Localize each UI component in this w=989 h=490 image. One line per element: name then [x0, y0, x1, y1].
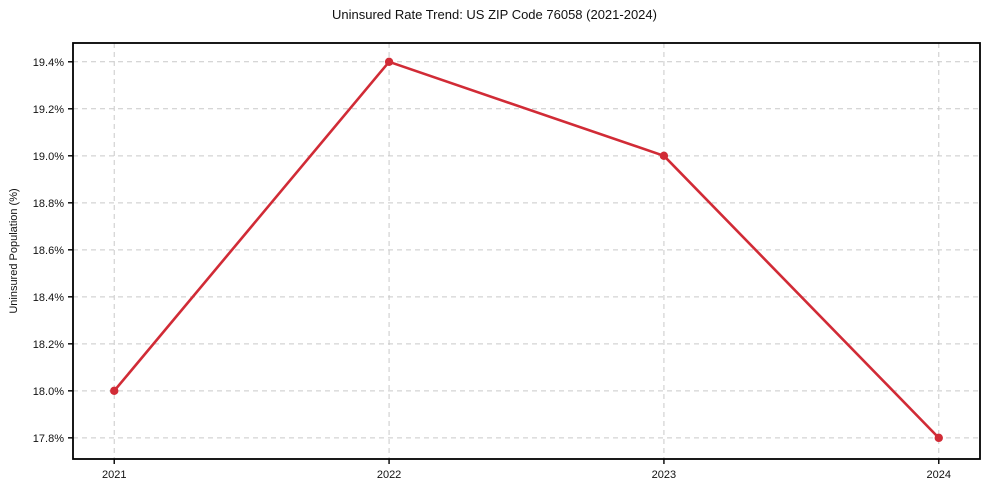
y-tick-label: 17.8% [33, 433, 64, 445]
data-point-marker [110, 386, 119, 396]
x-tick-label: 2021 [102, 469, 126, 481]
y-tick-label: 18.2% [33, 339, 64, 351]
data-point-marker [934, 433, 943, 443]
data-point-marker [384, 57, 394, 67]
data-line [112, 60, 941, 440]
chart-title: Uninsured Rate Trend: US ZIP Code 76058 … [332, 7, 657, 22]
x-tick-label: 2024 [927, 469, 951, 481]
data-point-marker [659, 151, 669, 161]
x-tick-label: 2022 [377, 469, 401, 481]
y-tick-label: 18.8% [33, 198, 64, 210]
y-tick-label: 18.0% [33, 386, 64, 398]
y-tick-label: 19.2% [33, 104, 64, 116]
plot-border [72, 42, 981, 460]
y-tick-label: 18.6% [33, 245, 64, 257]
x-tick-label: 2023 [652, 469, 676, 481]
y-tick-label: 19.0% [33, 151, 64, 163]
y-tick-label: 19.4% [33, 57, 64, 69]
y-tick-label: 18.4% [33, 292, 64, 304]
